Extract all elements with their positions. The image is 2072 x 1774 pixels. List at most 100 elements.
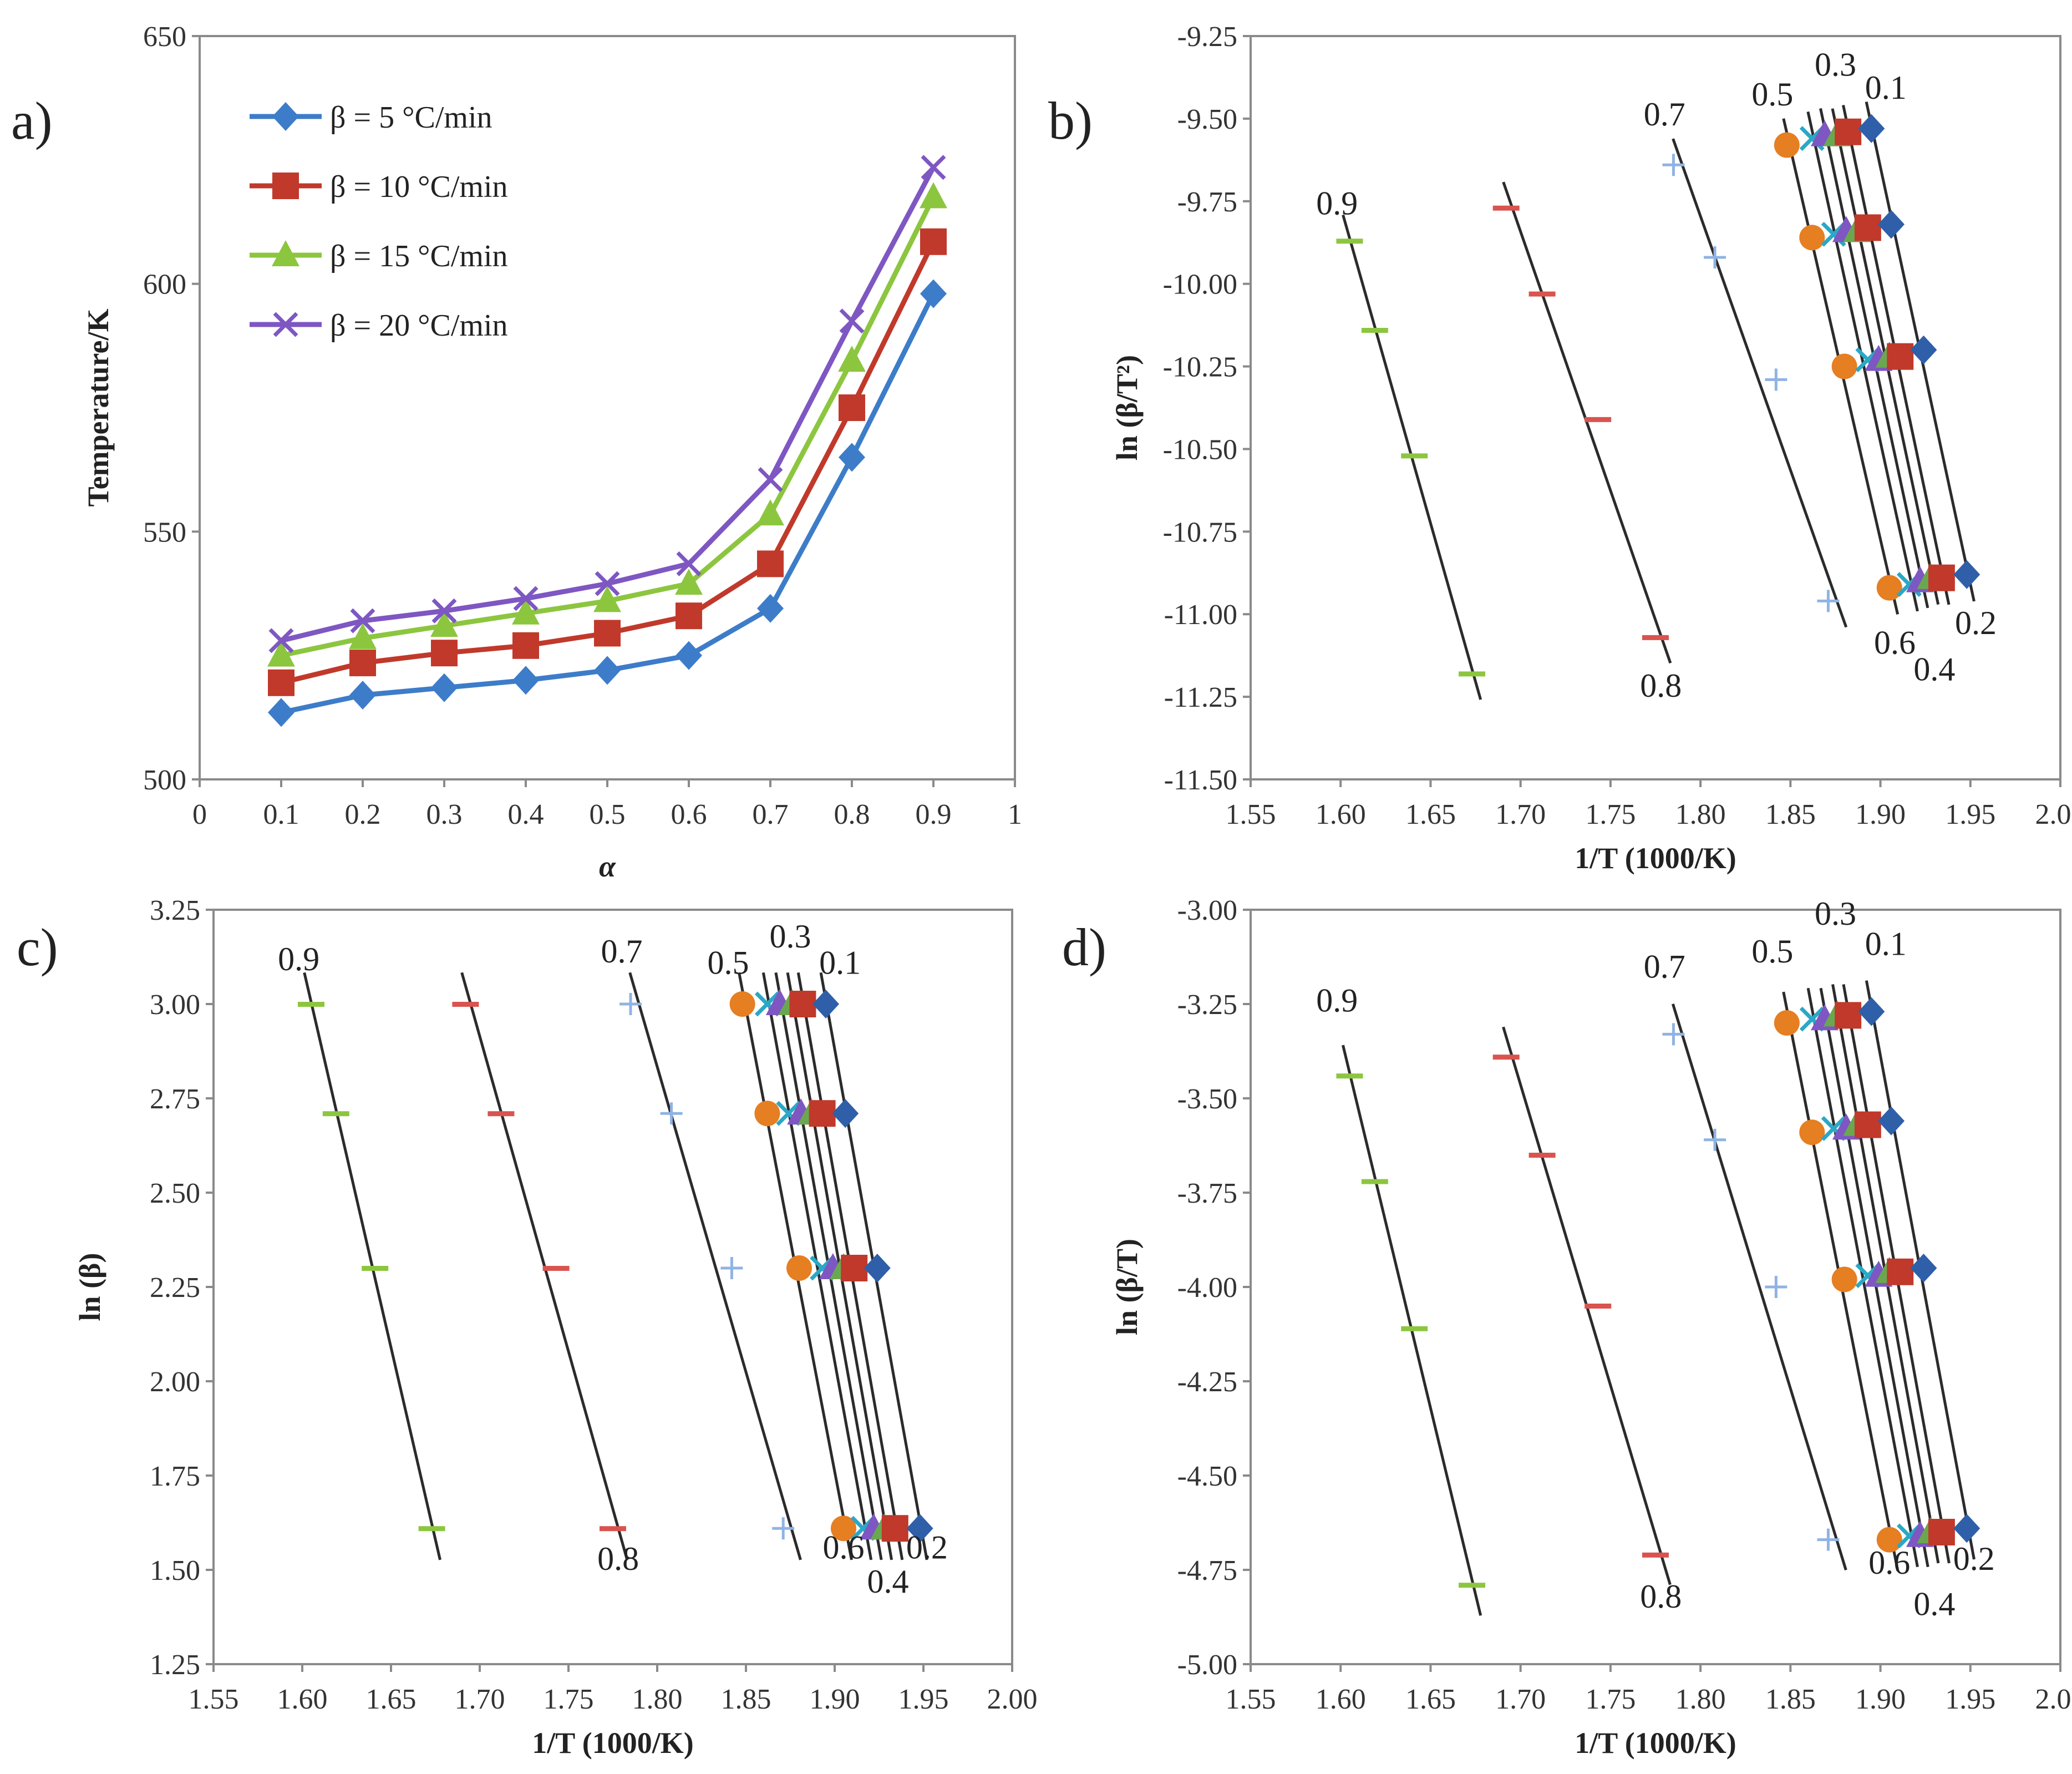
chart-a-series-3-point [513, 586, 539, 611]
chart-d-point-0.7 [1817, 1528, 1840, 1551]
chart-a-legend-2-label: β = 15 °C/min [330, 239, 508, 273]
chart-d-xtick-label: 1.85 [1765, 1684, 1816, 1715]
chart-a-series-2-point [675, 569, 703, 595]
chart-a-plot: 500 550 600 650 0 0.1 0.2 0.3 0.4 0.5 0.6 0.7 0.8 0.9… [82, 21, 1022, 883]
chart-c-point-0.8 [452, 1002, 479, 1007]
chart-b-fit-line-0.5 [1806, 111, 1919, 612]
chart-c-x-axis-title: 1/T (1000/K) [532, 1726, 694, 1760]
chart-c-alpha-annotation: 0.9 [278, 941, 319, 977]
chart-d-point-0.5-stroke-2 [1799, 1006, 1825, 1032]
chart-c-alpha-annotation: 0.4 [867, 1563, 909, 1600]
chart-b-alpha-annotation: 0.8 [1640, 667, 1682, 704]
chart-c-xtick-label: 1.95 [898, 1684, 949, 1715]
chart-d-alpha-annotation: 0.8 [1640, 1578, 1682, 1615]
chart-b-alpha-annotation: 0.7 [1644, 96, 1685, 133]
chart-c-point-0.7 [660, 1102, 683, 1125]
chart-a-series-3-point-stroke-2 [758, 467, 783, 493]
chart-d-point-0.1 [1953, 1514, 1980, 1543]
chart-b-point-0.7 [1765, 368, 1787, 391]
chart-d-ytick-label: -3.00 [1177, 895, 1237, 926]
chart-c-point-0.5-stroke-2 [754, 991, 780, 1017]
chart-a-series-0-point [920, 279, 947, 308]
chart-c-y-axis-title: ln (β) [73, 1253, 106, 1321]
chart-c-xtick-label: 1.65 [366, 1684, 417, 1715]
chart-d-point-0.6 [1831, 1266, 1857, 1293]
chart-b-point-0.1 [1858, 114, 1885, 143]
chart-d-point-0.2 [1835, 1002, 1862, 1029]
chart-d-point-0.7 [1765, 1276, 1787, 1298]
chart-a-series-3-point-stroke-2 [268, 628, 294, 653]
chart-c-point-0.7 [619, 993, 642, 1015]
chart-c-alpha-annotation: 0.7 [601, 933, 643, 970]
chart-b-point-0.9 [1401, 453, 1428, 459]
chart-a-series-3-point-stroke-2 [676, 551, 702, 576]
chart-c-alpha-annotation: 0.6 [823, 1529, 865, 1566]
chart-d-alpha-annotation: 0.6 [1868, 1544, 1910, 1581]
chart-a-y-axis-title: Temperature/K [82, 309, 115, 507]
chart-c-point-0.1 [906, 1514, 933, 1543]
chart-b-xtick-label: 1.95 [1945, 799, 1995, 830]
chart-a-series-1-point [594, 620, 621, 647]
chart-d-point-0.6 [1799, 1119, 1825, 1146]
chart-b-point-0.7 [1817, 590, 1840, 612]
chart-b-ytick-label: -10.00 [1163, 269, 1237, 301]
chart-c-point-0.9 [362, 1266, 389, 1271]
chart-c-alpha-annotation: 0.8 [597, 1540, 639, 1577]
chart-b-alpha-annotation: 0.2 [1955, 605, 1997, 641]
chart-c-point-0.9 [298, 1002, 324, 1007]
chart-c-point-0.1 [812, 990, 839, 1018]
chart-a-series-0-point [676, 641, 702, 670]
chart-d-alpha-annotation: 0.7 [1644, 948, 1685, 985]
panel-b-label: b) [1048, 91, 1093, 150]
chart-b-ytick-label: -10.50 [1163, 434, 1237, 465]
chart-c-xtick-label: 1.90 [810, 1684, 860, 1715]
chart-c-xtick-label: 1.60 [277, 1684, 328, 1715]
chart-b-point-0.9 [1459, 671, 1486, 677]
chart-c-plot: 1.25 1.50 1.75 2.00 2.25 2.50 2.75 3.00 3.25 1.55… [73, 895, 1038, 1760]
chart-d-point-0.1 [1910, 1254, 1937, 1283]
chart-c-ytick-label: 2.25 [150, 1272, 200, 1304]
chart-c-alpha-annotation: 0.5 [708, 945, 749, 981]
chart-c-xtick-label: 1.75 [544, 1684, 594, 1715]
chart-a-xtick-label: 0.4 [508, 799, 544, 830]
chart-a-xtick-label: 0 [192, 799, 207, 830]
chart-b-ytick-label: -10.75 [1163, 516, 1237, 548]
chart-b-point-0.2 [1928, 564, 1955, 591]
chart-b-xtick-label: 1.60 [1316, 799, 1366, 830]
chart-c-ytick-label: 1.50 [150, 1555, 200, 1587]
chart-d-point-0.9 [1459, 1583, 1486, 1588]
chart-a-xtick-label: 0.3 [426, 799, 463, 830]
chart-b-fit-line-0.7 [1672, 138, 1848, 628]
chart-b-xtick-label: 2.00 [2035, 799, 2072, 830]
chart-a-series-2-point [593, 586, 621, 612]
chart-b-ytick-label: -9.75 [1177, 186, 1237, 218]
chart-a-series-3-point [676, 551, 702, 576]
chart-c-point-0.2 [841, 1255, 868, 1281]
chart-d-point-0.8 [1528, 1153, 1556, 1158]
chart-b-point-0.2 [1887, 343, 1914, 370]
chart-a-series-3-point-stroke-2 [350, 608, 375, 633]
chart-b-point-0.8 [1528, 291, 1556, 297]
chart-a-series-1-point [839, 394, 865, 421]
chart-d-xtick-label: 1.55 [1226, 1684, 1276, 1715]
chart-b-alpha-annotation: 0.4 [1913, 651, 1955, 687]
chart-b-point-0.7 [1662, 154, 1685, 176]
chart-d-ytick-label: -4.75 [1177, 1555, 1237, 1587]
chart-b-xtick-label: 1.90 [1855, 799, 1906, 830]
chart-c-point-0.9 [322, 1111, 349, 1117]
chart-c-ytick-label: 2.75 [150, 1083, 200, 1115]
chart-d-point-0.2 [1854, 1111, 1881, 1138]
chart-c-ytick-label: 3.25 [150, 895, 200, 926]
chart-b-point-0.6 [1774, 132, 1800, 158]
chart-a-ytick-label: 500 [143, 764, 186, 796]
chart-d-point-0.6 [1876, 1527, 1902, 1553]
chart-b-ytick-label: -9.25 [1177, 21, 1237, 53]
chart-c-point-0.6 [754, 1101, 780, 1127]
chart-a-series-1-point [920, 228, 947, 255]
chart-a-ytick-label: 600 [143, 269, 186, 301]
chart-c-ytick-label: 1.75 [150, 1461, 200, 1492]
chart-d-alpha-annotation: 0.2 [1953, 1540, 1995, 1577]
chart-a-legend-3-marker [273, 312, 298, 337]
chart-d-point-0.8 [1585, 1304, 1612, 1309]
chart-a-series-3-point-stroke-2 [513, 586, 539, 611]
